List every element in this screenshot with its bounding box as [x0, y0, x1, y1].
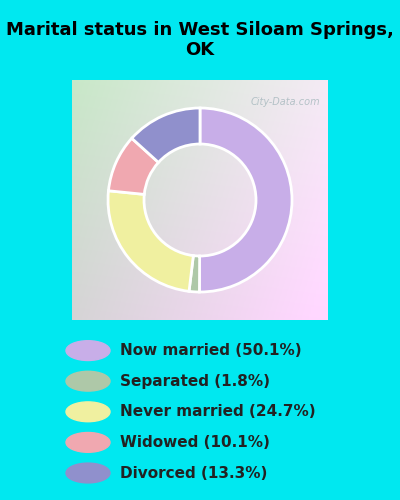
Text: Now married (50.1%): Now married (50.1%) [120, 343, 302, 358]
Wedge shape [200, 108, 292, 292]
Wedge shape [189, 256, 200, 292]
Circle shape [66, 432, 110, 452]
Text: City-Data.com: City-Data.com [251, 97, 320, 107]
Text: Widowed (10.1%): Widowed (10.1%) [120, 435, 270, 450]
Circle shape [66, 340, 110, 360]
Text: Divorced (13.3%): Divorced (13.3%) [120, 466, 267, 480]
Circle shape [66, 402, 110, 421]
Wedge shape [108, 138, 158, 194]
Wedge shape [108, 191, 193, 292]
Text: Separated (1.8%): Separated (1.8%) [120, 374, 270, 388]
Wedge shape [132, 108, 200, 162]
Text: Never married (24.7%): Never married (24.7%) [120, 404, 316, 419]
Text: Marital status in West Siloam Springs,
OK: Marital status in West Siloam Springs, O… [6, 20, 394, 59]
Circle shape [66, 463, 110, 483]
Circle shape [66, 372, 110, 391]
